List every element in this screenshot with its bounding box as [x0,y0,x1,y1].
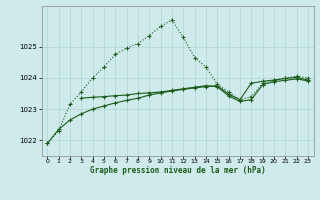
X-axis label: Graphe pression niveau de la mer (hPa): Graphe pression niveau de la mer (hPa) [90,166,266,175]
